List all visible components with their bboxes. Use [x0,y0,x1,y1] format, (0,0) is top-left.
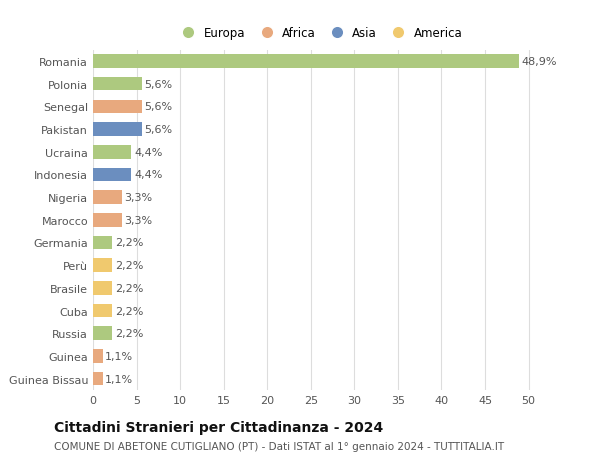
Bar [93,304,112,318]
Text: 5,6%: 5,6% [145,79,173,90]
Text: 2,2%: 2,2% [115,238,143,248]
Bar [93,236,112,250]
Bar [93,168,131,182]
Text: 4,4%: 4,4% [134,170,163,180]
Bar [93,123,142,136]
Bar [93,327,112,340]
Text: 2,2%: 2,2% [115,283,143,293]
Bar [93,146,131,159]
Text: 3,3%: 3,3% [124,193,152,203]
Bar [93,55,519,68]
Bar [93,259,112,272]
Text: 2,2%: 2,2% [115,261,143,271]
Bar [93,349,103,363]
Legend: Europa, Africa, Asia, America: Europa, Africa, Asia, America [172,22,467,45]
Text: 5,6%: 5,6% [145,102,173,112]
Bar [93,191,122,204]
Text: 2,2%: 2,2% [115,306,143,316]
Text: 1,1%: 1,1% [105,374,133,384]
Text: 48,9%: 48,9% [521,57,557,67]
Bar [93,101,142,114]
Bar [93,213,122,227]
Text: 1,1%: 1,1% [105,351,133,361]
Bar [93,281,112,295]
Text: 2,2%: 2,2% [115,329,143,339]
Text: Cittadini Stranieri per Cittadinanza - 2024: Cittadini Stranieri per Cittadinanza - 2… [54,420,383,434]
Text: 5,6%: 5,6% [145,125,173,135]
Text: 3,3%: 3,3% [124,215,152,225]
Bar [93,78,142,91]
Text: 4,4%: 4,4% [134,147,163,157]
Bar [93,372,103,386]
Text: COMUNE DI ABETONE CUTIGLIANO (PT) - Dati ISTAT al 1° gennaio 2024 - TUTTITALIA.I: COMUNE DI ABETONE CUTIGLIANO (PT) - Dati… [54,441,504,451]
